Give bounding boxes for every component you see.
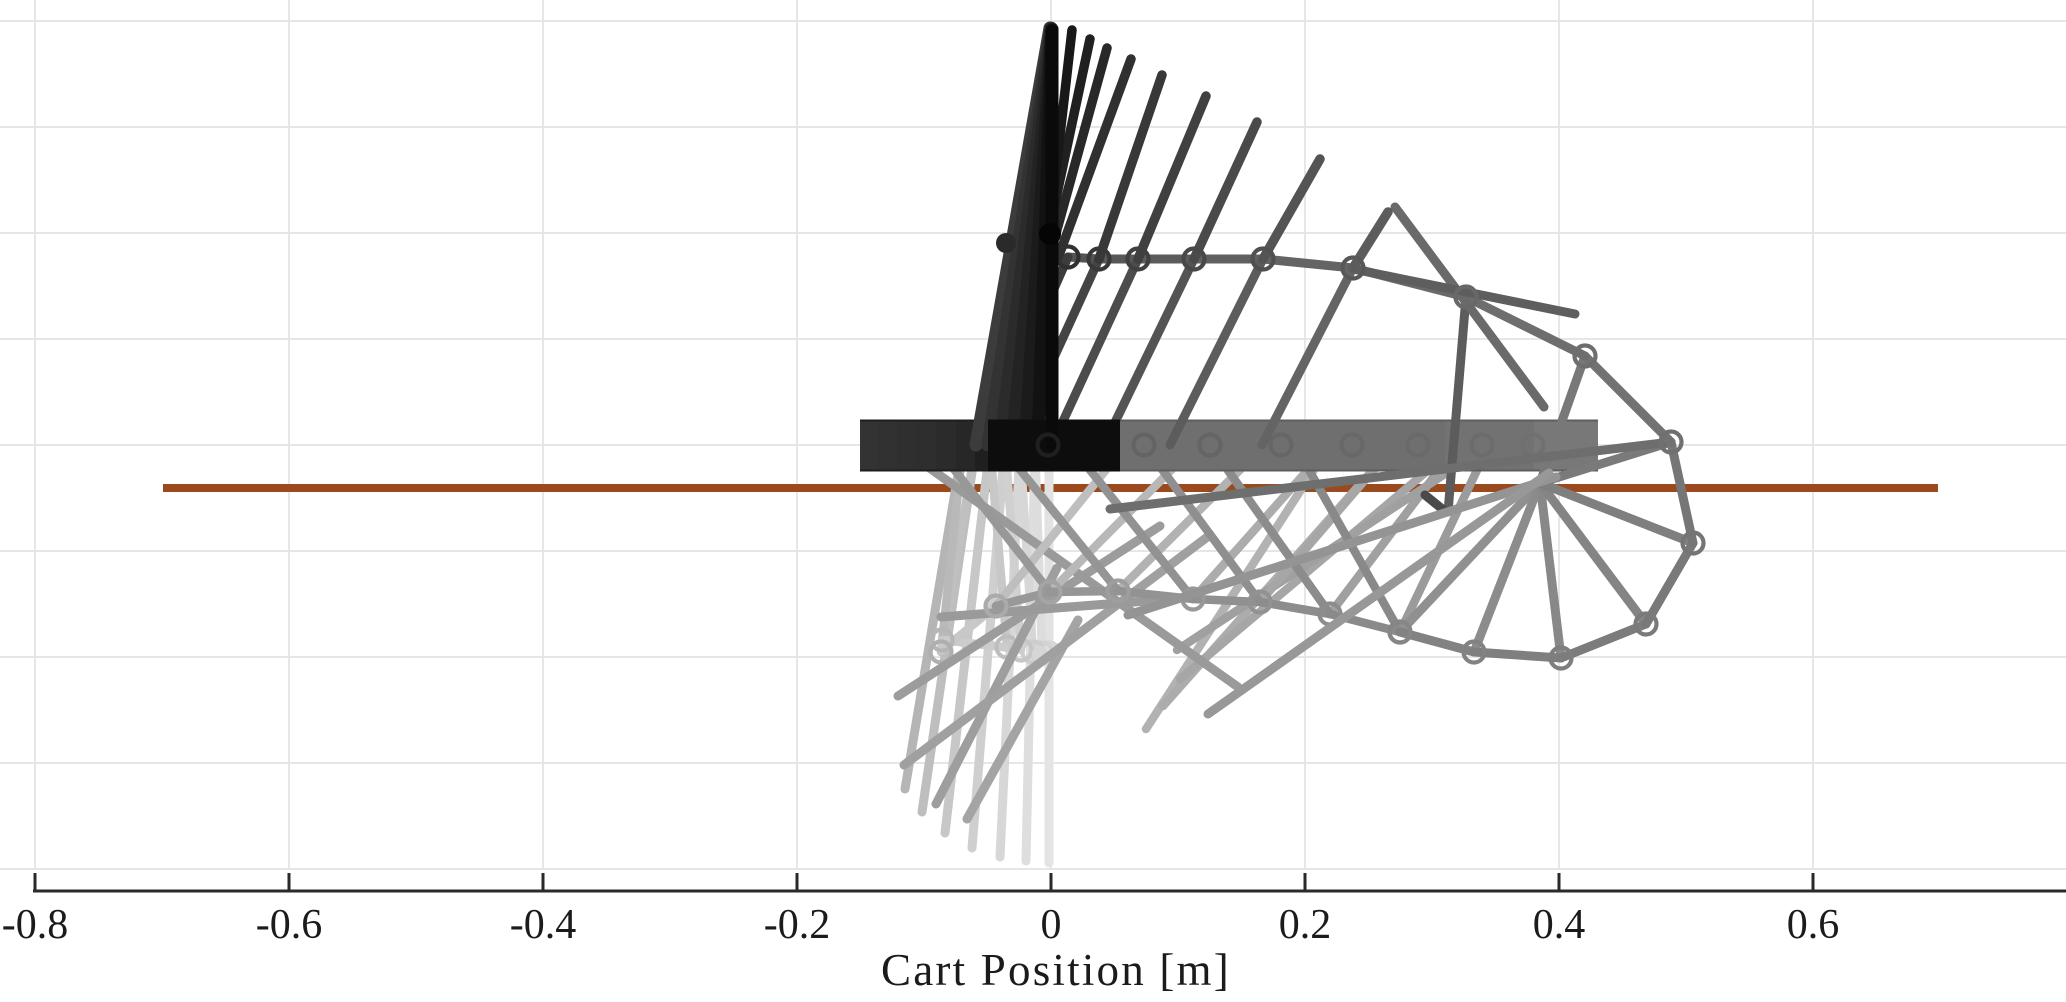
- svg-text:0.6: 0.6: [1787, 902, 1840, 948]
- svg-text:0: 0: [1041, 902, 1062, 948]
- svg-text:0.4: 0.4: [1533, 902, 1586, 948]
- svg-text:-0.6: -0.6: [256, 902, 323, 948]
- svg-text:-0.2: -0.2: [764, 902, 831, 948]
- svg-text:-0.8: -0.8: [2, 902, 69, 948]
- svg-text:0.2: 0.2: [1279, 902, 1332, 948]
- svg-text:-0.4: -0.4: [510, 902, 577, 948]
- svg-text:Cart Position [m]: Cart Position [m]: [881, 945, 1231, 995]
